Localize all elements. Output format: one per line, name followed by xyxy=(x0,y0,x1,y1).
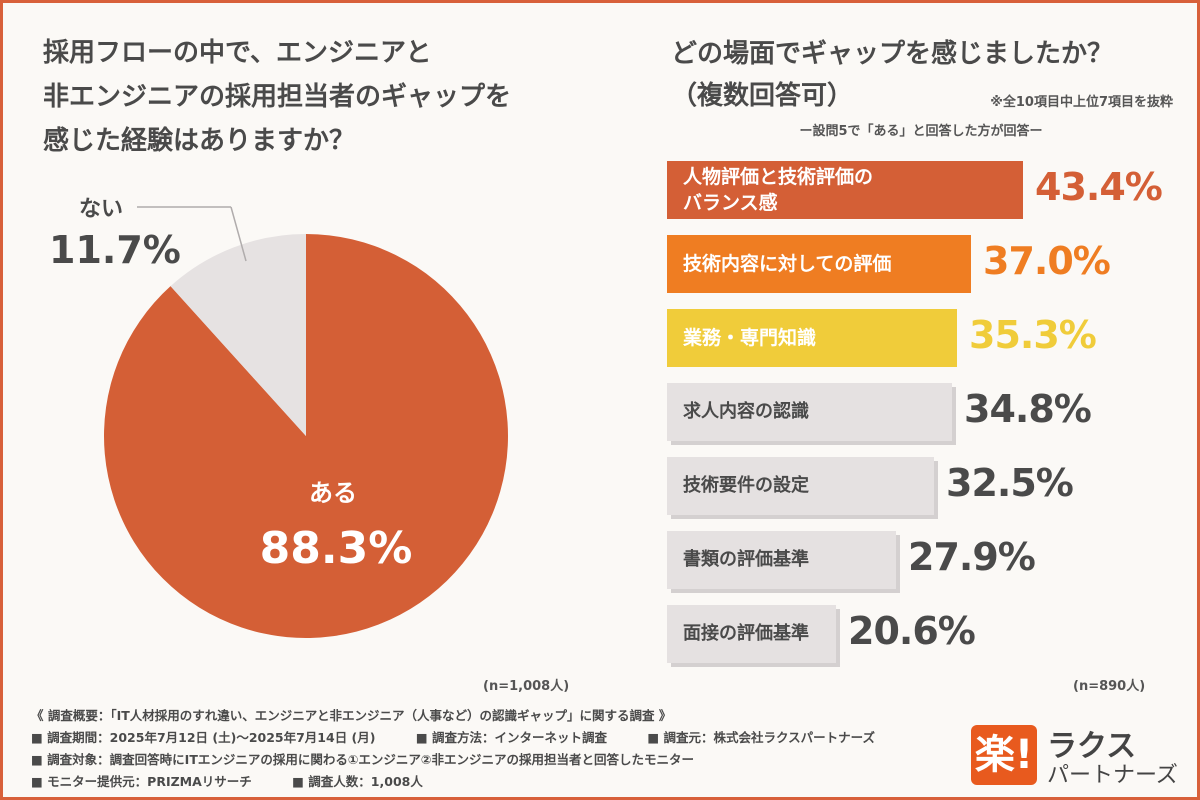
pie-chart: ない 11.7% ある 88.3% xyxy=(49,197,509,638)
top-items-note: ※全10項目中上位7項目を抜粋 xyxy=(990,95,1173,110)
sample-size-left: (n=1,008人) xyxy=(483,679,570,694)
sample-size-right: (n=890人) xyxy=(1073,679,1146,694)
bar-row: 技術内容に対しての評価 37.0% xyxy=(667,235,1187,293)
bar-category-label: 面接の評価基準 xyxy=(683,623,809,644)
right-title-line: どの場面でギャップを感じましたか？ xyxy=(671,39,1114,69)
bar-value-label: 27.9% xyxy=(908,535,1036,579)
bar-value-label: 20.6% xyxy=(848,609,976,653)
bar-value-label: 43.4% xyxy=(1035,165,1163,209)
pie-label-yes: ある xyxy=(309,479,357,507)
bar-row: 人物評価と技術評価の バランス感 43.4% xyxy=(667,161,1187,219)
right-question-title: どの場面でギャップを感じましたか？ （複数回答可） xyxy=(671,33,1181,117)
bar: 人物評価と技術評価の バランス感 xyxy=(667,161,1023,219)
survey-monitor-provider: ■ モニター提供元：PRIZMAリサーチ xyxy=(31,774,252,789)
logo-mark: 楽! xyxy=(971,725,1037,785)
left-title-line: 採用フローの中で、エンジニアと xyxy=(43,38,432,68)
bar-category-label: 技術内容に対しての評価 xyxy=(683,253,892,275)
bar-row: 業務・専門知識 35.3% xyxy=(667,309,1187,367)
pie-value-none: 11.7% xyxy=(49,228,181,272)
bar-category-label: 書類の評価基準 xyxy=(683,549,809,570)
bar: 書類の評価基準 xyxy=(667,531,896,589)
bar-row: 技術要件の設定 32.5% xyxy=(667,457,1187,515)
bar: 業務・専門知識 xyxy=(667,309,957,367)
pie-slice-yes xyxy=(104,234,509,638)
question-condition-note: ー設問5で「ある」と回答した方が回答ー xyxy=(799,124,1043,139)
left-title-line: 感じた経験はありますか？ xyxy=(43,126,356,156)
bar-row: 書類の評価基準 27.9% xyxy=(667,531,1187,589)
left-question-title: 採用フローの中で、エンジニアと 非エンジニアの採用担当者のギャップを 感じた経験… xyxy=(43,31,603,163)
survey-overview: 《 調査概要：「IT人材採用のすれ違い、エンジニアと非エンジニア（人事など）の認… xyxy=(31,705,971,793)
bar: 面接の評価基準 xyxy=(667,605,836,663)
none-leader-line xyxy=(230,206,247,262)
bar: 技術内容に対しての評価 xyxy=(667,235,971,293)
bar-value-label: 35.3% xyxy=(969,313,1097,357)
survey-period: ■ 調査期間：2025年7月12日 (土)〜2025年7月14日 (月) xyxy=(31,730,376,745)
survey-title-line: 《 調査概要：「IT人材採用のすれ違い、エンジニアと非エンジニア（人事など）の認… xyxy=(31,708,672,723)
pie-slice-none xyxy=(170,234,306,436)
bar-category-label: 人物評価と技術評価の バランス感 xyxy=(683,166,874,214)
bar-value-label: 37.0% xyxy=(983,239,1111,283)
bar-category-label: 求人内容の認識 xyxy=(683,401,809,422)
bar-category-label: 技術要件の設定 xyxy=(683,475,809,496)
bar-row: 面接の評価基準 20.6% xyxy=(667,605,1187,663)
left-title-line: 非エンジニアの採用担当者のギャップを xyxy=(43,82,512,112)
survey-organizer: ■ 調査元：株式会社ラクスパートナーズ xyxy=(647,730,876,745)
logo-name-secondary: パートナーズ xyxy=(1047,763,1178,788)
survey-method: ■ 調査方法：インターネット調査 xyxy=(415,730,608,745)
bar: 技術要件の設定 xyxy=(667,457,934,515)
survey-target: ■ 調査対象：調査回答時にITエンジニアの採用に関わる①エンジニア②非エンジニア… xyxy=(31,752,695,767)
pie-label-none: ない xyxy=(79,197,123,222)
right-title-line: （複数回答可） xyxy=(671,81,854,111)
pie-value-yes: 88.3% xyxy=(260,523,413,574)
bar-row: 求人内容の認識 34.8% xyxy=(667,383,1187,441)
bar: 求人内容の認識 xyxy=(667,383,952,441)
bar-category-label: 業務・専門知識 xyxy=(683,327,817,349)
company-logo: 楽! ラクス パートナーズ xyxy=(971,719,1191,791)
bar-chart: 人物評価と技術評価の バランス感 43.4% 技術内容に対しての評価 37.0% 業務・… xyxy=(667,161,1187,681)
logo-name-primary: ラクス xyxy=(1047,729,1137,764)
bar-value-label: 32.5% xyxy=(946,461,1074,505)
bar-value-label: 34.8% xyxy=(964,387,1092,431)
survey-respondent-count: ■ 調査人数：1,008人 xyxy=(292,774,423,789)
